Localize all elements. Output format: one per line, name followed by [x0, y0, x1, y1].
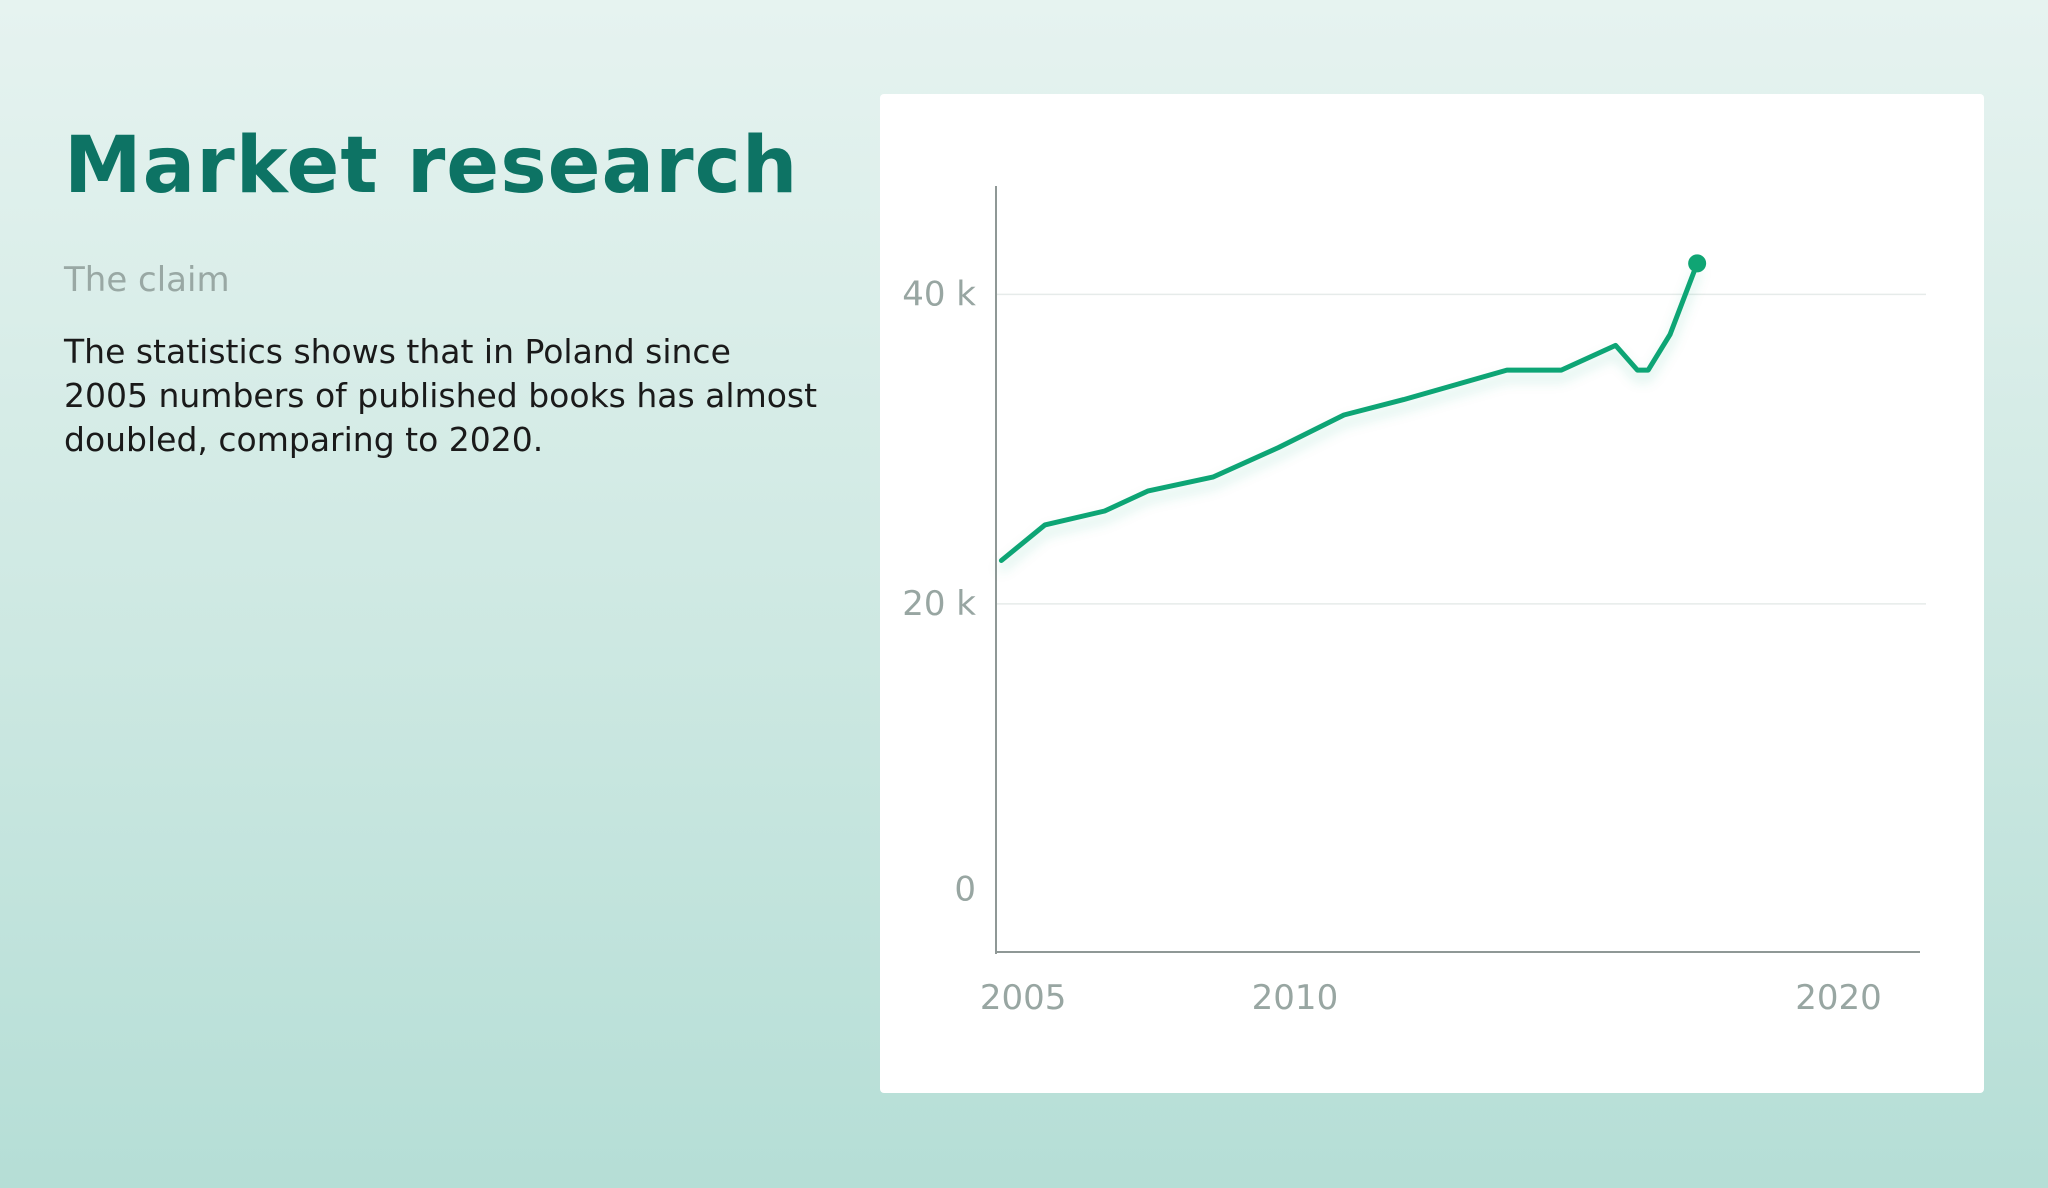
chart-card: 0 20 k 40 k 2005 2010 2020 — [880, 94, 1984, 1093]
y-tick-label: 0 — [954, 869, 976, 909]
series-line — [998, 260, 1700, 563]
x-tick-label: 2020 — [1795, 978, 1882, 1018]
page-title: Market research — [64, 121, 799, 211]
line-chart: 0 20 k 40 k 2005 2010 2020 — [902, 186, 1926, 1018]
y-tick-label: 20 k — [902, 584, 976, 624]
y-tick-label: 40 k — [902, 274, 976, 314]
claim-label: The claim — [64, 260, 230, 300]
last-data-point — [1688, 254, 1707, 273]
x-tick-label: 2005 — [980, 978, 1067, 1018]
claim-text: The statistics shows that in Poland sinc… — [64, 332, 818, 459]
x-tick-label: 2010 — [1252, 978, 1339, 1018]
